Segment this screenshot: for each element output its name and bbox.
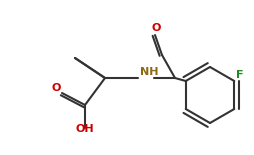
- Text: F: F: [236, 70, 244, 80]
- Text: O: O: [151, 23, 160, 33]
- Text: OH: OH: [75, 124, 94, 134]
- Text: O: O: [52, 83, 61, 93]
- Text: NH: NH: [140, 67, 158, 77]
